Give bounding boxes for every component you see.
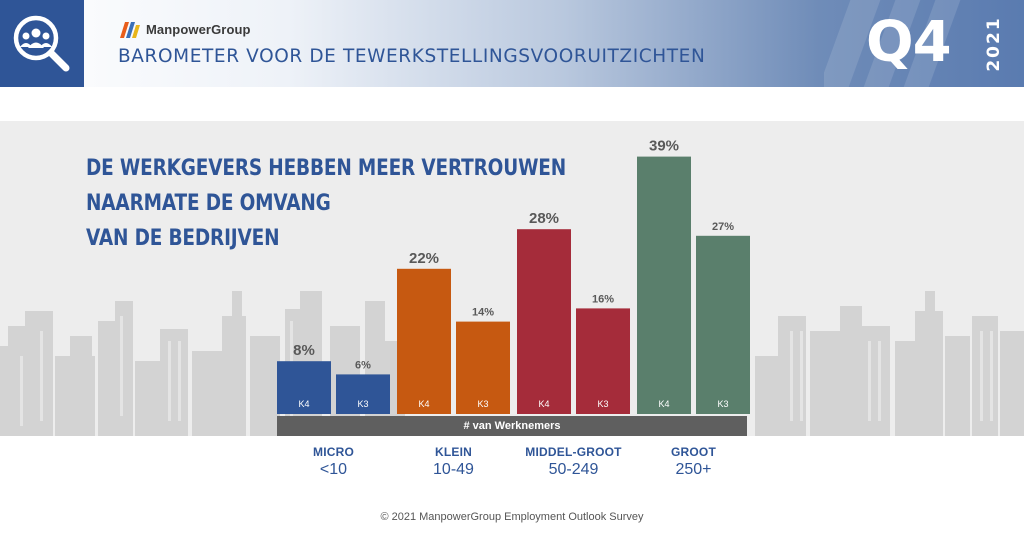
bar-label-micro-k4: K4 — [298, 399, 309, 409]
group-name: MIDDEL-GROOT — [525, 445, 622, 459]
x-axis-bar — [277, 416, 747, 436]
x-axis-label: # van Werknemers — [463, 420, 561, 432]
manpowergroup-logo: ManpowerGroup — [118, 19, 251, 39]
group-name: MICRO — [313, 445, 354, 459]
header-stripes-decoration — [824, 0, 961, 87]
value-label-middel-groot-k3: 16% — [592, 293, 614, 305]
group-label-middel-groot: MIDDEL-GROOT 50-249 — [497, 445, 650, 479]
bar-label-groot-k3: K3 — [717, 399, 728, 409]
group-range: <10 — [319, 461, 348, 478]
group-range: 10-49 — [433, 461, 474, 478]
group-label-groot: GROOT 250+ — [617, 445, 770, 479]
group-range: 250+ — [675, 461, 712, 478]
footer-copyright: © 2021 ManpowerGroup Employment Outlook … — [380, 511, 644, 523]
headline-line-2: NAARMATE DE OMVANG — [86, 191, 331, 216]
value-label-klein-k4: 22% — [409, 250, 439, 267]
bar-label-klein-k3: K3 — [477, 399, 488, 409]
bar-groot-k3 — [696, 235, 750, 414]
survey-icon-box — [0, 0, 84, 87]
page-title: BAROMETER VOOR DE TEWERKSTELLINGSVOORUIT… — [118, 46, 706, 67]
bar-micro-k3 — [336, 374, 390, 414]
value-label-klein-k3: 14% — [472, 307, 494, 319]
bar-middel-groot-k4 — [517, 229, 571, 414]
header-banner: ManpowerGroup BAROMETER VOOR DE TEWERKST… — [0, 0, 1024, 87]
headline: DE WERKGEVERS HEBBEN MEER VERTROUWEN NAA… — [86, 151, 657, 256]
value-label-micro-k4: 8% — [293, 342, 315, 359]
value-label-groot-k4: 39% — [649, 138, 679, 155]
headline-line-1: DE WERKGEVERS HEBBEN MEER VERTROUWEN — [86, 156, 567, 181]
bar-label-micro-k3: K3 — [357, 399, 368, 409]
chart-panel — [0, 121, 1024, 436]
bar-klein-k4 — [397, 268, 451, 414]
value-label-middel-groot-k4: 28% — [529, 210, 559, 227]
group-range: 50-249 — [548, 461, 599, 478]
group-label-klein: KLEIN 10-49 — [377, 445, 530, 479]
value-label-micro-k3: 6% — [355, 359, 371, 371]
bar-groot-k4 — [637, 156, 691, 414]
value-label-groot-k3: 27% — [712, 221, 734, 233]
bar-label-middel-groot-k4: K4 — [538, 399, 549, 409]
headline-line-3: VAN DE BEDRIJVEN — [86, 226, 280, 251]
magnifier-people-icon — [13, 15, 70, 72]
quarter-label: Q4 — [866, 10, 952, 75]
manpowergroup-logo-icon — [120, 22, 140, 38]
group-name: KLEIN — [435, 445, 472, 459]
bar-middel-groot-k3 — [576, 308, 630, 414]
group-label-micro: MICRO <10 — [257, 445, 410, 479]
group-name: GROOT — [671, 445, 716, 459]
logo-text: ManpowerGroup — [146, 21, 251, 37]
bar-micro-k4 — [277, 361, 331, 414]
bar-label-groot-k4: K4 — [658, 399, 669, 409]
bar-label-klein-k4: K4 — [418, 399, 429, 409]
bar-klein-k3 — [456, 321, 510, 414]
bar-label-middel-groot-k3: K3 — [597, 399, 608, 409]
